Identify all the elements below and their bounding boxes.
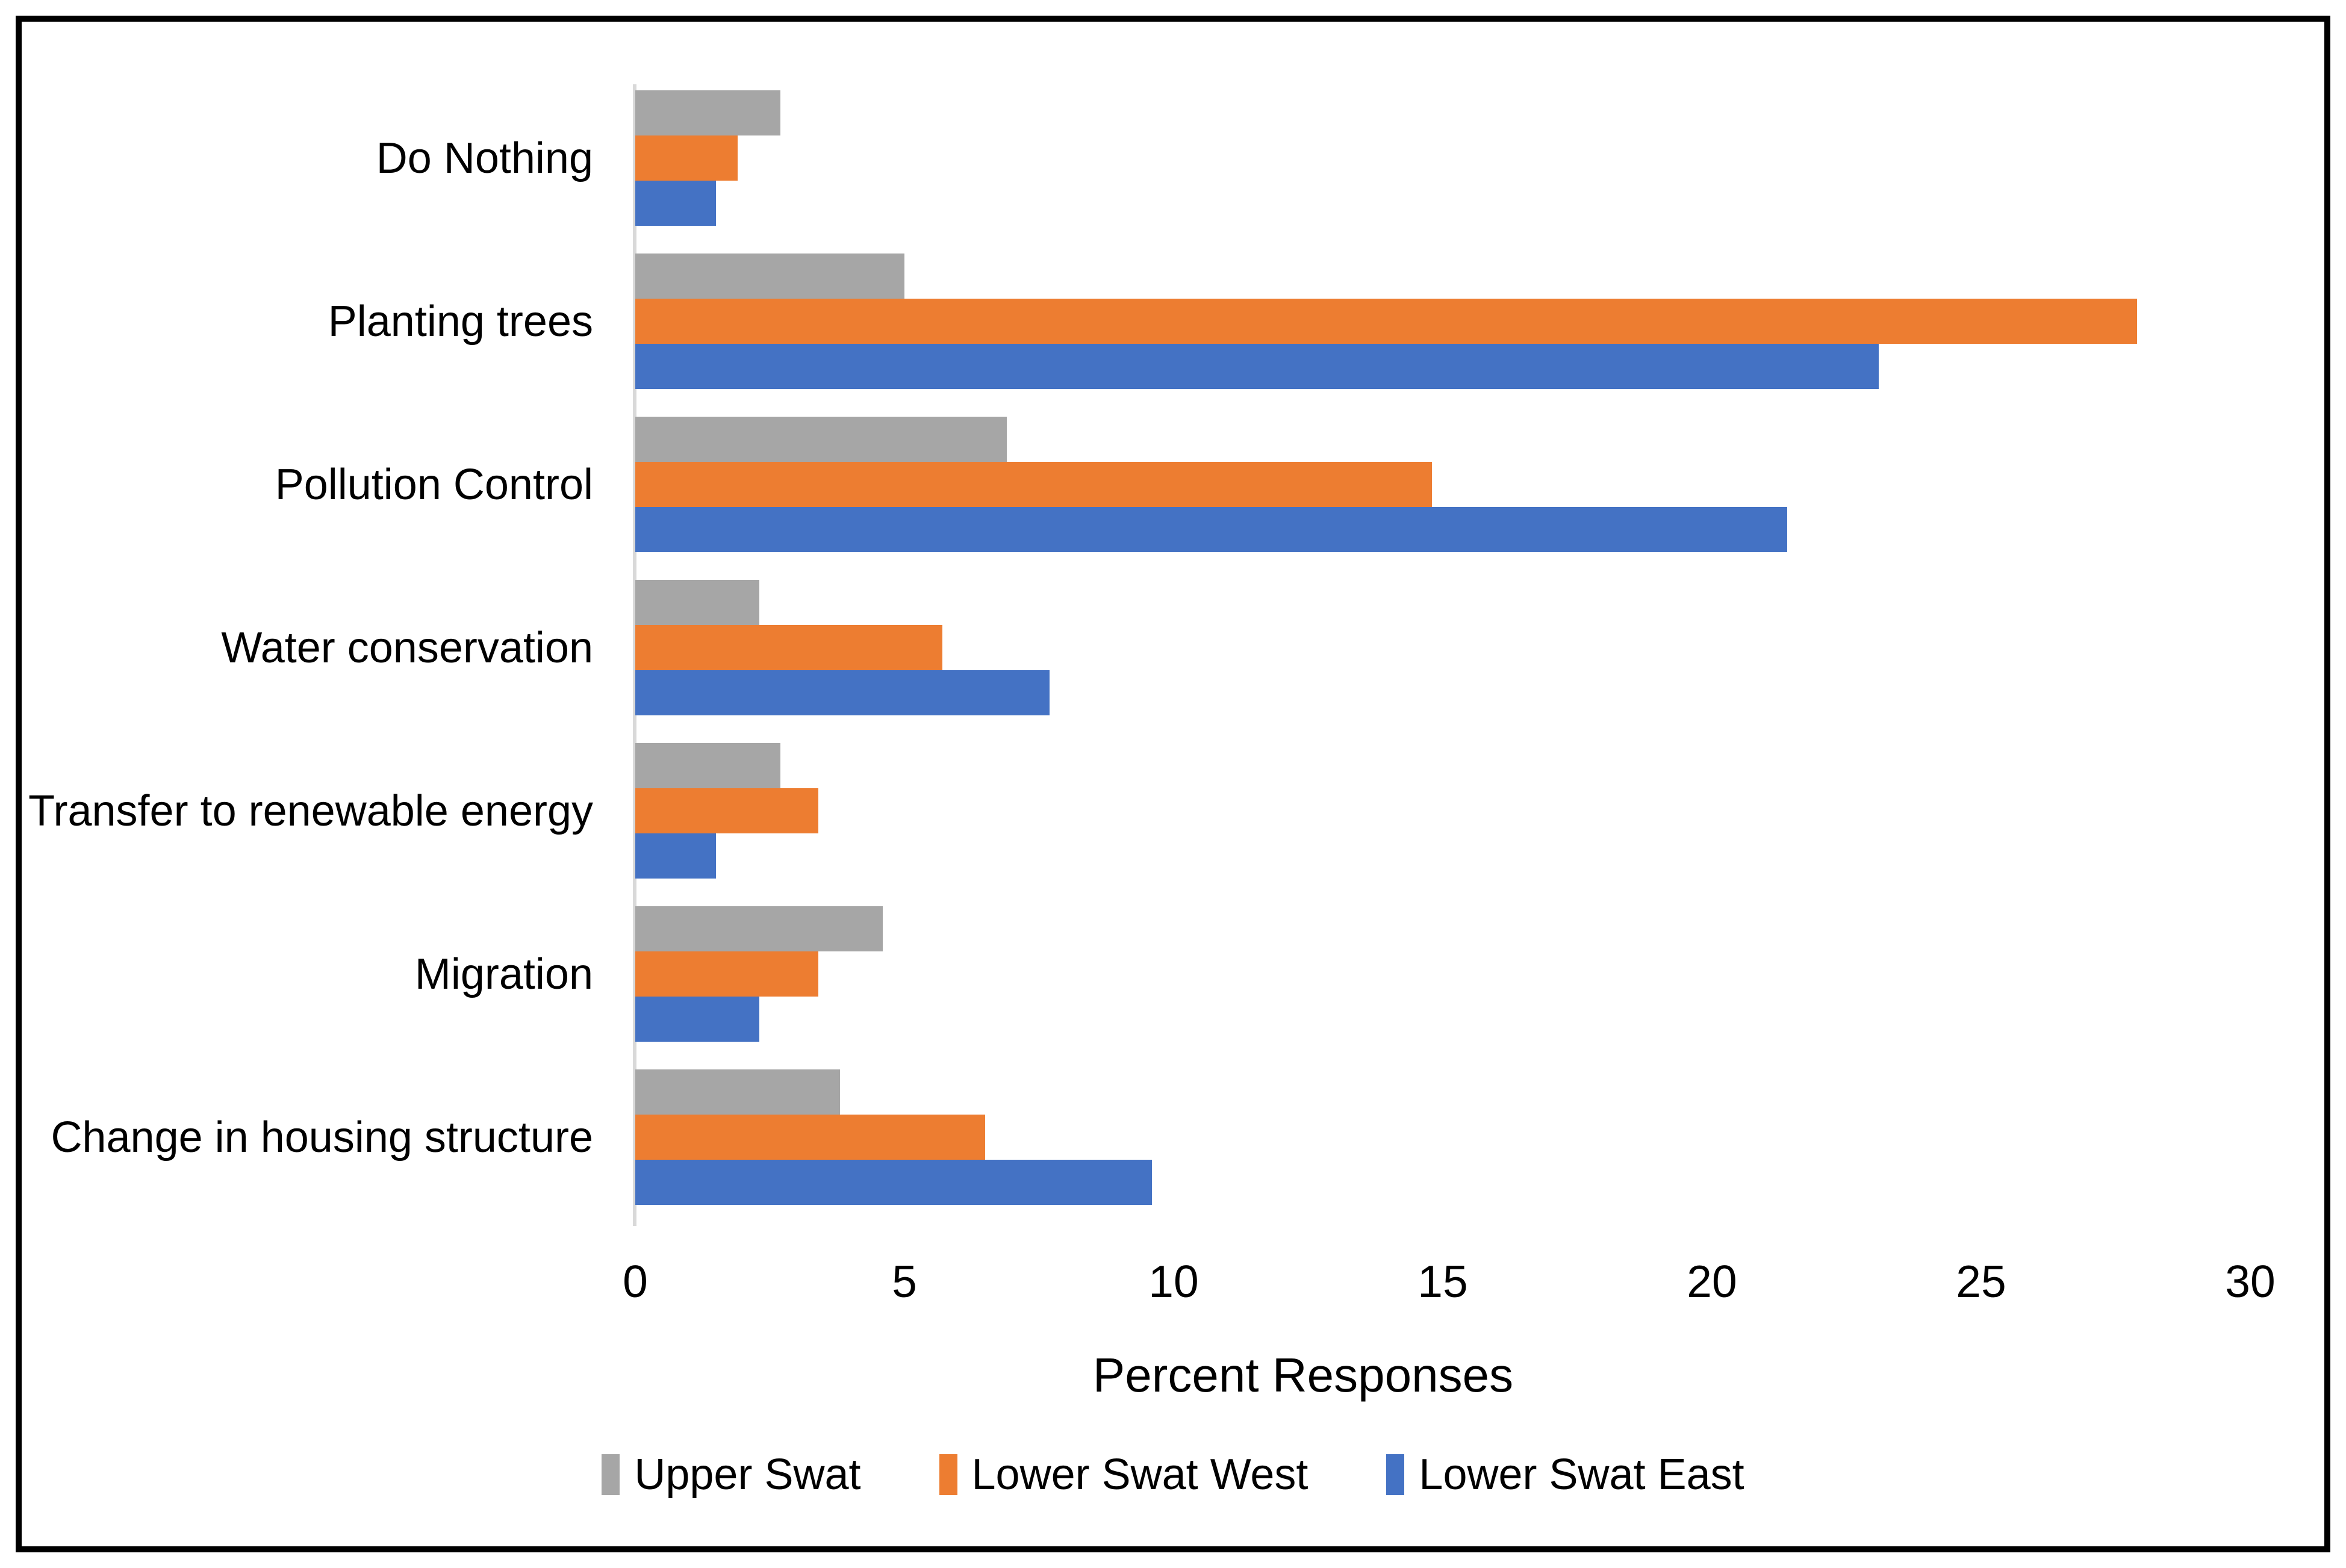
bar-lower-swat-east-do-nothing [635,181,716,226]
bar-lower-swat-east-transfer-to-renewable-energy [635,833,716,879]
x-tick-0: 0 [623,1256,648,1307]
x-tick-30: 30 [2225,1256,2276,1307]
bar-lower-swat-west-pollution-control [635,462,1432,507]
legend-item-lower-swat-east: Lower Swat East [1386,1450,1744,1499]
bar-upper-swat-water-conservation [635,580,759,625]
legend-label: Lower Swat East [1419,1451,1744,1499]
bar-lower-swat-west-change-in-housing-structure [635,1115,985,1160]
bar-lower-swat-east-change-in-housing-structure [635,1160,1152,1205]
x-tick-20: 20 [1687,1256,1737,1307]
legend-item-upper-swat: Upper Swat [602,1450,861,1499]
bar-upper-swat-do-nothing [635,90,780,135]
legend-swatch-icon [939,1454,957,1495]
legend-swatch-icon [1386,1454,1405,1495]
category-label-water-conservation: Water conservation [221,623,593,672]
bar-upper-swat-pollution-control [635,417,1007,462]
bar-lower-swat-west-transfer-to-renewable-energy [635,788,818,833]
legend-swatch-icon [602,1454,620,1495]
bar-upper-swat-planting-trees [635,254,904,299]
legend: Upper Swat Lower Swat West Lower Swat East [0,1450,2346,1499]
bar-upper-swat-migration [635,906,883,951]
x-tick-25: 25 [1956,1256,2006,1307]
category-label-pollution-control: Pollution Control [275,460,593,509]
legend-label: Lower Swat West [971,1451,1308,1499]
y-axis-line [633,84,636,1226]
x-tick-15: 15 [1417,1256,1468,1307]
bar-lower-swat-west-water-conservation [635,625,942,670]
x-axis-title: Percent Responses [1092,1348,1514,1402]
bar-lower-swat-east-water-conservation [635,670,1050,715]
bar-lower-swat-west-planting-trees [635,299,2137,344]
legend-item-lower-swat-west: Lower Swat West [939,1450,1308,1499]
category-label-migration: Migration [414,950,593,998]
x-tick-5: 5 [892,1256,917,1307]
category-label-transfer-to-renewable-energy: Transfer to renewable energy [28,786,593,835]
legend-label: Upper Swat [634,1451,861,1499]
bar-upper-swat-transfer-to-renewable-energy [635,743,780,788]
bar-upper-swat-change-in-housing-structure [635,1069,840,1115]
bar-lower-swat-west-do-nothing [635,135,738,181]
bar-lower-swat-east-planting-trees [635,344,1879,389]
bar-lower-swat-east-migration [635,997,759,1042]
category-label-planting-trees: Planting trees [328,297,593,346]
bar-lower-swat-west-migration [635,951,818,997]
bar-lower-swat-east-pollution-control [635,507,1787,552]
x-tick-10: 10 [1148,1256,1199,1307]
category-label-do-nothing: Do Nothing [376,134,593,182]
category-label-change-in-housing-structure: Change in housing structure [51,1113,593,1162]
